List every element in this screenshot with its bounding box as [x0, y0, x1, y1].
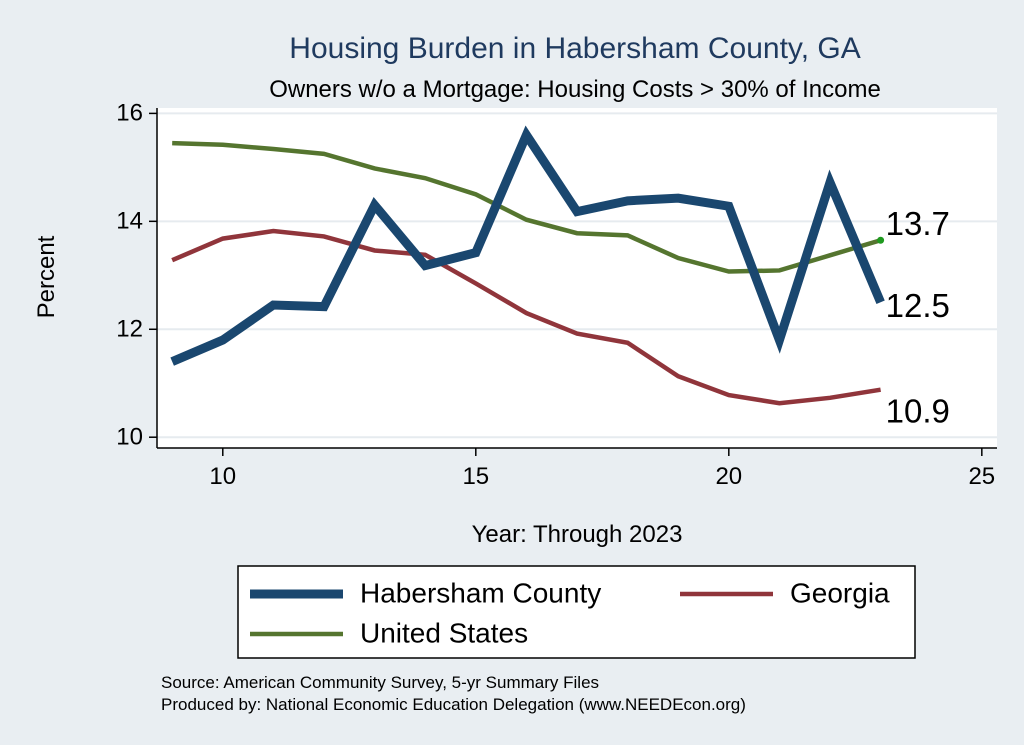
chart-subtitle: Owners w/o a Mortgage: Housing Costs > 3… — [269, 76, 881, 103]
x-tick-label: 15 — [462, 463, 489, 490]
legend: Habersham County Georgia United States — [250, 577, 890, 648]
series-line-georgia — [171, 228, 881, 406]
x-axis-title: Year: Through 2023 — [472, 521, 683, 548]
gridlines — [157, 112, 997, 439]
series-lines — [170, 125, 885, 406]
end-value-label-habersham-county: 12.5 — [886, 287, 950, 324]
legend-label-united-states: United States — [360, 617, 528, 648]
y-axis-title: Percent — [33, 235, 60, 318]
end-value-label-united-states: 13.7 — [886, 205, 950, 242]
producer-note: Produced by: National Economic Education… — [161, 695, 746, 714]
y-tick-label: 14 — [116, 208, 143, 235]
end-value-label-georgia: 10.9 — [886, 392, 950, 429]
x-tick-label: 20 — [715, 463, 742, 490]
x-tick-label: 25 — [968, 463, 995, 490]
end-point-marker — [877, 236, 885, 244]
x-tick-label: 10 — [209, 463, 236, 490]
legend-label-habersham-county: Habersham County — [360, 577, 601, 608]
axes: 10 12 14 16 10 15 20 25 — [116, 100, 997, 490]
series-line-habersham-county — [170, 125, 885, 366]
source-note: Source: American Community Survey, 5-yr … — [161, 673, 599, 692]
end-labels: 12.5 10.9 13.7 — [877, 205, 950, 429]
legend-label-georgia: Georgia — [790, 577, 890, 608]
legend-box — [237, 565, 916, 659]
y-tick-label: 10 — [116, 424, 143, 451]
y-tick-label: 16 — [116, 100, 143, 127]
chart-title: Housing Burden in Habersham County, GA — [289, 32, 860, 65]
series-line-united-states — [172, 140, 882, 274]
y-tick-label: 12 — [116, 316, 143, 343]
